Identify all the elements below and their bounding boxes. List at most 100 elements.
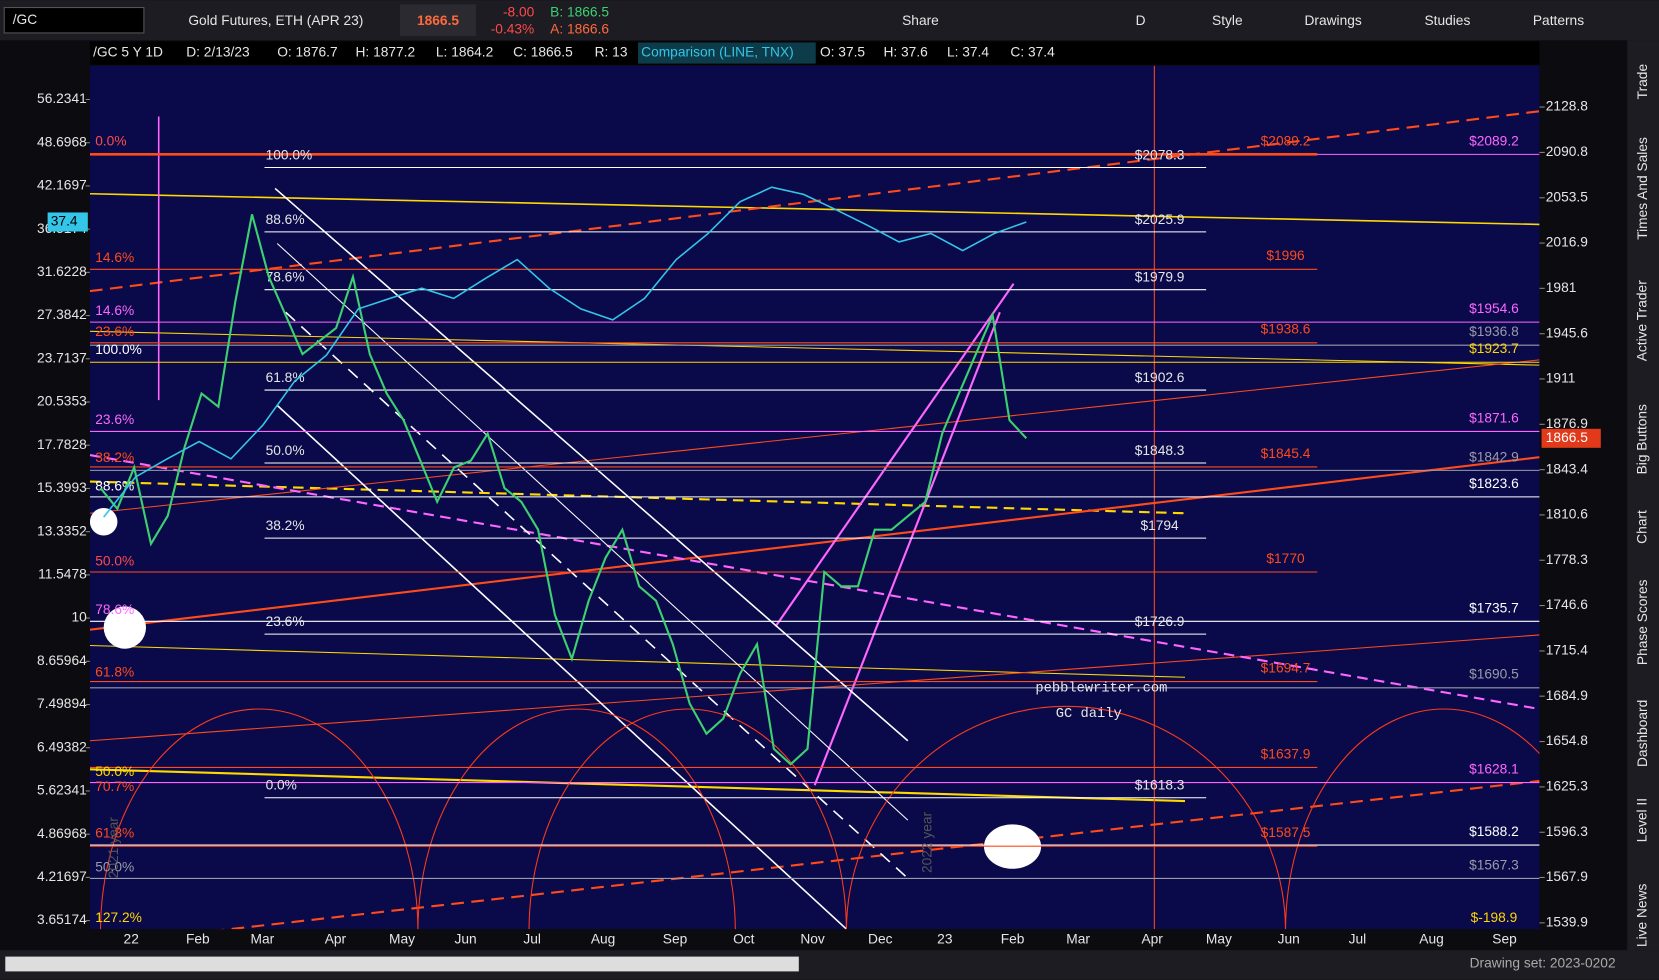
side-tab[interactable]: Live News: [1635, 883, 1650, 947]
fib-pct: 50.0%: [95, 764, 134, 779]
y2-tick-label: 56.2341: [37, 91, 87, 106]
side-tab[interactable]: Level II: [1635, 798, 1650, 842]
channel: [276, 404, 847, 930]
fib-pct: 14.6%: [95, 250, 134, 265]
x-tick-label: Sep: [1492, 931, 1517, 946]
y-tick-label: 1911: [1546, 371, 1576, 386]
side-tab[interactable]: Trade: [1635, 64, 1650, 100]
scrollbar[interactable]: [5, 956, 799, 972]
x-tick-label: Apr: [325, 931, 347, 946]
trendline: [89, 330, 1540, 366]
x-tick-label: Dec: [868, 931, 893, 946]
symbol[interactable]: /GC: [13, 12, 38, 27]
side-tab[interactable]: Phase Scores: [1635, 579, 1650, 665]
y-tick-label: 1684.9: [1546, 688, 1588, 703]
x-tick-label: Jun: [454, 931, 476, 946]
x-tick-label: Mar: [1066, 931, 1090, 946]
y2-tick-label: 4.86968: [37, 826, 87, 841]
last-price-label: 1866.5: [1546, 430, 1588, 445]
comparison: Comparison (LINE, TNX): [641, 45, 794, 60]
y2-tick-label: 8.65964: [37, 653, 87, 668]
x-tick-label: Jul: [523, 931, 541, 946]
side-tab[interactable]: Times And Sales: [1635, 137, 1650, 240]
cycle-arcs: [528, 705, 1540, 930]
toolbar-button[interactable]: Drawings: [1304, 13, 1361, 28]
header-item: L: 1864.2: [436, 45, 493, 60]
toolbar-button[interactable]: D: [1136, 13, 1146, 28]
y2-tick-label: 6.49382: [37, 739, 87, 754]
header-item: O: 1876.7: [277, 45, 337, 60]
level-label: $1936.8: [1469, 324, 1519, 339]
y-tick-label: 1596.3: [1546, 824, 1588, 839]
y2-tick-label: 17.7828: [37, 437, 87, 452]
header-item: R: 13: [595, 45, 628, 60]
fib-pct: 61.8%: [95, 665, 134, 680]
y-tick-label: 1981: [1546, 280, 1577, 295]
y2-tick-label: 15.3993: [37, 480, 87, 495]
fib-pct: 23.6%: [266, 614, 305, 629]
chart-layer: Share D Style Drawings Studies Patterns/GC 5 …: [37, 13, 1650, 971]
toolbar-button[interactable]: Patterns: [1533, 13, 1584, 28]
side-tab[interactable]: Active Trader: [1635, 280, 1650, 361]
last-price-box: [1541, 428, 1601, 448]
channel: [276, 243, 909, 821]
side-tab[interactable]: Big Buttons: [1635, 404, 1650, 474]
y2-tick-label: 31.6228: [37, 264, 87, 279]
tnx-last-box: [47, 212, 88, 232]
header-item: D: 2/13/23: [186, 45, 250, 60]
channel: [774, 283, 1015, 628]
toolbar-button[interactable]: Share: [902, 13, 939, 28]
y-tick-label: 1625.3: [1546, 779, 1588, 794]
y-tick-label: 1945.6: [1546, 325, 1588, 340]
x-tick-label: Mar: [251, 931, 275, 946]
toolbar: [0, 0, 1659, 41]
fib-price: $1848.3: [1135, 443, 1185, 458]
levels: [89, 153, 1540, 879]
plot-area: [89, 65, 1540, 930]
side-tab[interactable]: Dashboard: [1635, 700, 1650, 767]
x-tick-label: Feb: [1001, 931, 1025, 946]
level-label: $1690.5: [1469, 667, 1519, 682]
toolbar-button[interactable]: Style: [1212, 13, 1243, 28]
x-tick-label: May: [389, 931, 415, 946]
offscale-label: $-198.9: [1471, 910, 1518, 925]
cycle-arcs: [100, 708, 736, 930]
level-label: $1996: [1266, 248, 1305, 263]
fib-pct: 38.2%: [95, 450, 134, 465]
y2-tick-label: 5.62341: [37, 783, 87, 798]
x-tick-label: Jul: [1349, 931, 1367, 946]
fib-price: $1794: [1140, 518, 1179, 533]
x-tick-label: Feb: [186, 931, 210, 946]
level-label: $1735.7: [1469, 600, 1519, 615]
fib-price: $2025.9: [1135, 212, 1185, 227]
fib-pct: 23.6%: [95, 324, 134, 339]
fib-pct: 61.8%: [95, 825, 134, 840]
level-label: $1567.3: [1469, 857, 1519, 872]
y-tick-label: 1810.6: [1546, 507, 1588, 522]
trendline: [89, 110, 1540, 293]
comparison-item: O: 37.5: [820, 45, 865, 60]
highlight-circle: [103, 606, 147, 649]
y-tick-label: 2090.8: [1546, 144, 1588, 159]
y-tick-label: 1778.3: [1546, 552, 1588, 567]
ask: A: 1866.6: [550, 21, 609, 36]
comparison-item: H: 37.6: [883, 45, 928, 60]
x-tick-label: Nov: [800, 931, 825, 946]
y-tick-label: 1876.9: [1546, 416, 1588, 431]
y-tick-label: 1843.4: [1546, 461, 1588, 476]
fib-pct: 100.0%: [266, 148, 313, 163]
y-tick-label: 1654.8: [1546, 733, 1588, 748]
y-tick-label: 1567.9: [1546, 869, 1588, 884]
x-tick-label: Jun: [1278, 931, 1300, 946]
fib-pct: 50.0%: [95, 859, 134, 874]
header-item: H: 1877.2: [356, 45, 416, 60]
drawing-set: Drawing set: 2023-0202: [1470, 956, 1616, 971]
toolbar-button[interactable]: Studies: [1424, 13, 1470, 28]
fib-pct: 23.6%: [95, 412, 134, 427]
x-tick-label: Apr: [1141, 931, 1163, 946]
fib-price: $1618.3: [1135, 778, 1185, 793]
change: -8.00: [503, 4, 535, 19]
symbol-box[interactable]: [3, 7, 145, 34]
side-tab[interactable]: Chart: [1635, 510, 1650, 544]
